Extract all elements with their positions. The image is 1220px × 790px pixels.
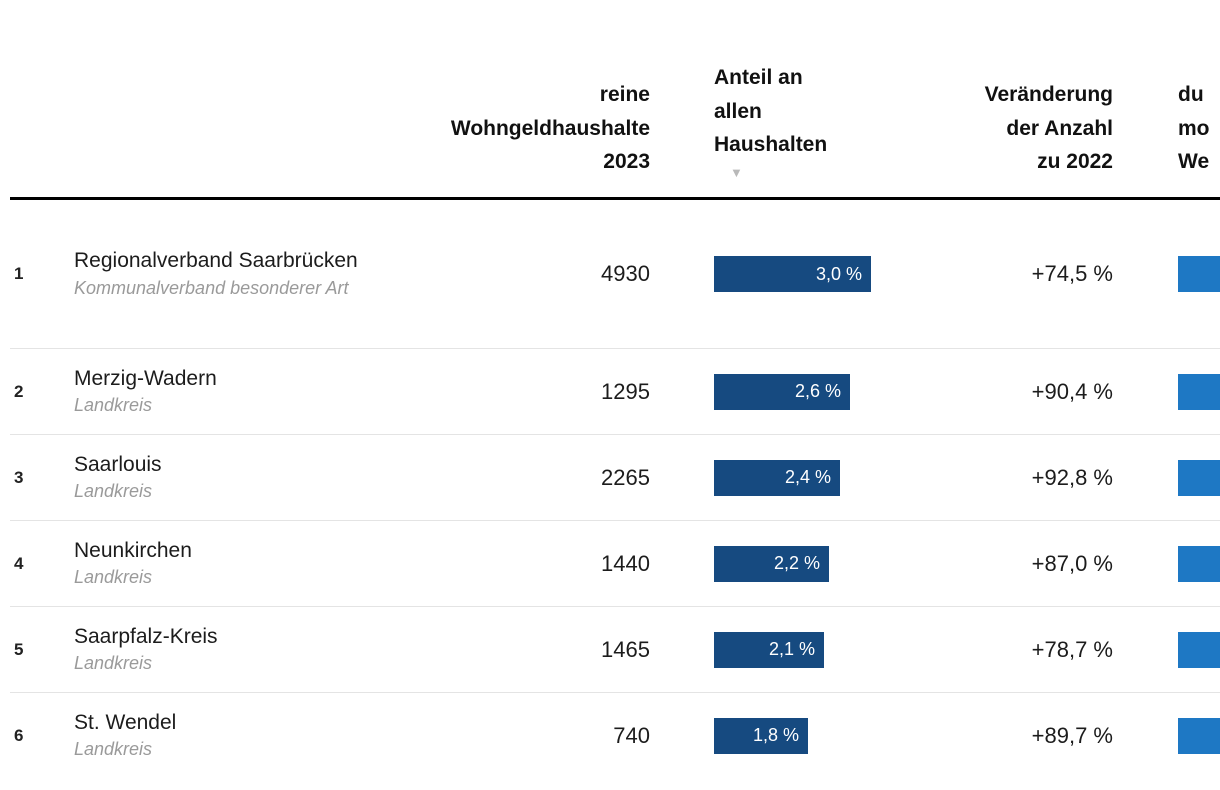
share-bar-label: 1,8 % (752, 725, 799, 745)
region-name: Saarpfalz-Kreis (74, 624, 218, 648)
row-rank: 3 (14, 467, 24, 487)
region-type: Landkreis (74, 653, 153, 673)
truncated-bar-cell (1113, 545, 1220, 582)
region-type: Landkreis (74, 481, 153, 501)
truncated-bar (1178, 373, 1220, 410)
share-bar: 3,0 % (714, 256, 871, 292)
share-bar-label: 2,1 % (768, 639, 815, 659)
col-header-change[interactable]: Veränderung der Anzahl zu 2022 (984, 83, 1113, 174)
share-cell: 1,8 % (650, 717, 884, 754)
share-bar: 2,1 % (714, 631, 824, 668)
truncated-bar (1178, 717, 1220, 754)
change-value: +89,7 % (1031, 722, 1113, 748)
households-value: 1295 (601, 378, 650, 404)
region-type: Landkreis (74, 739, 153, 759)
region-cell: St. Wendel Landkreis (74, 710, 360, 761)
truncated-bar-cell (1113, 256, 1220, 292)
share-bar: 2,4 % (714, 459, 840, 496)
sort-desc-icon: ▼ (730, 165, 743, 180)
households-value: 1440 (601, 550, 650, 576)
region-type: Kommunalverband besonderer Art (74, 277, 349, 298)
table-row: 2 Merzig-Wadern Landkreis 1295 2,6 % +90… (10, 348, 1220, 434)
region-name: Saarlouis (74, 452, 162, 476)
region-cell: Neunkirchen Landkreis (74, 538, 360, 589)
table-row: 3 Saarlouis Landkreis 2265 2,4 % +92,8 % (10, 434, 1220, 520)
row-rank: 2 (14, 381, 24, 401)
table-header: reine Wohngeldhaushalte 2023 Anteil an a… (10, 0, 1220, 200)
region-name: Merzig-Wadern (74, 366, 217, 390)
share-bar-label: 3,0 % (815, 263, 862, 284)
truncated-bar (1178, 631, 1220, 668)
region-name: St. Wendel (74, 710, 177, 734)
region-name: Regionalverband Saarbrücken (74, 249, 358, 273)
region-cell: Saarlouis Landkreis (74, 452, 360, 503)
ranking-table: reine Wohngeldhaushalte 2023 Anteil an a… (10, 0, 1220, 778)
region-cell: Merzig-Wadern Landkreis (74, 366, 360, 417)
table-row: 1 Regionalverband Saarbrücken Kommunalve… (10, 200, 1220, 348)
truncated-bar (1178, 459, 1220, 496)
table-row: 4 Neunkirchen Landkreis 1440 2,2 % +87,0… (10, 520, 1220, 606)
share-bar-label: 2,4 % (784, 467, 831, 487)
share-bar: 1,8 % (714, 717, 808, 754)
change-value: +74,5 % (1031, 261, 1113, 286)
change-value: +90,4 % (1031, 378, 1113, 404)
households-value: 4930 (601, 261, 650, 286)
households-value: 2265 (601, 464, 650, 490)
col-header-share[interactable]: Anteil an allen Haushalten ▼ (650, 61, 884, 179)
col-header-share-label: Anteil an allen Haushalten (714, 66, 828, 157)
table-row: 5 Saarpfalz-Kreis Landkreis 1465 2,1 % +… (10, 606, 1220, 692)
truncated-bar (1178, 256, 1220, 292)
share-cell: 2,1 % (650, 631, 884, 668)
region-cell: Saarpfalz-Kreis Landkreis (74, 624, 360, 675)
truncated-bar (1178, 545, 1220, 582)
share-cell: 2,2 % (650, 545, 884, 582)
truncated-bar-cell (1113, 631, 1220, 668)
col-header-truncated[interactable]: du mo We (1178, 83, 1210, 174)
share-bar: 2,6 % (714, 373, 850, 410)
region-type: Landkreis (74, 567, 153, 587)
households-value: 1465 (601, 636, 650, 662)
change-value: +87,0 % (1031, 550, 1113, 576)
region-cell: Regionalverband Saarbrücken Kommunalverb… (74, 248, 360, 299)
col-header-households[interactable]: reine Wohngeldhaushalte 2023 (450, 83, 650, 174)
share-bar: 2,2 % (714, 545, 829, 582)
share-cell: 2,6 % (650, 373, 884, 410)
share-cell: 3,0 % (650, 256, 884, 292)
region-type: Landkreis (74, 395, 153, 415)
row-rank: 4 (14, 553, 24, 573)
share-cell: 2,4 % (650, 459, 884, 496)
share-bar-label: 2,2 % (773, 553, 820, 573)
row-rank: 1 (14, 264, 24, 283)
row-rank: 5 (14, 639, 24, 659)
truncated-bar-cell (1113, 459, 1220, 496)
households-value: 740 (613, 722, 650, 748)
table-row: 6 St. Wendel Landkreis 740 1,8 % +89,7 % (10, 692, 1220, 778)
truncated-bar-cell (1113, 373, 1220, 410)
region-name: Neunkirchen (74, 538, 192, 562)
change-value: +78,7 % (1031, 636, 1113, 662)
row-rank: 6 (14, 725, 24, 745)
share-bar-label: 2,6 % (794, 381, 841, 401)
change-value: +92,8 % (1031, 464, 1113, 490)
truncated-bar-cell (1113, 717, 1220, 754)
